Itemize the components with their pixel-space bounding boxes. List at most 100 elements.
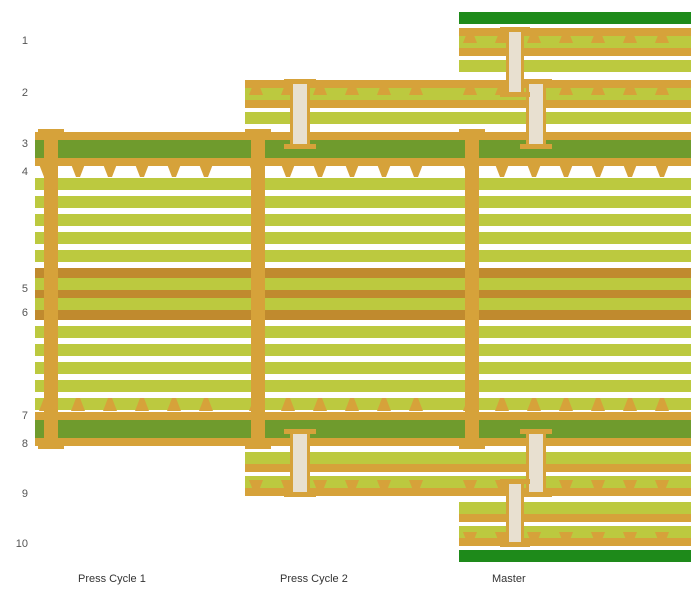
layer-copper	[35, 412, 245, 420]
copper-pad	[591, 480, 605, 493]
copper-pad	[655, 82, 669, 95]
layer-prepreg	[245, 362, 459, 374]
via-fill	[509, 482, 521, 544]
via-cap	[459, 129, 485, 134]
layer-copper_dark	[245, 290, 459, 298]
copper-pad	[409, 398, 423, 411]
layer-copper_dark	[245, 268, 459, 278]
via-cap	[500, 479, 530, 484]
layer-copper	[35, 132, 245, 140]
layer-prepreg	[245, 326, 459, 338]
copper-pad	[623, 82, 637, 95]
layer-prepreg	[459, 232, 691, 244]
copper-pad	[71, 164, 85, 177]
copper-pad	[409, 480, 423, 493]
row-label: 9	[4, 488, 28, 500]
copper-pad	[463, 480, 477, 493]
row-label: 6	[4, 307, 28, 319]
copper-pad	[495, 164, 509, 177]
layer-copper	[245, 100, 459, 108]
via-fill	[529, 432, 543, 494]
column-label: Press Cycle 1	[78, 573, 146, 585]
copper-pad	[103, 164, 117, 177]
via-cap	[520, 79, 552, 84]
layer-prepreg	[245, 250, 459, 262]
layer-copper	[245, 438, 459, 446]
layer-copper	[459, 48, 691, 56]
layer-prepreg	[245, 380, 459, 392]
copper-pad	[377, 398, 391, 411]
via-barrel	[47, 132, 55, 446]
copper-pad	[103, 398, 117, 411]
via-wall	[521, 30, 524, 94]
layer-copper	[245, 464, 459, 472]
row-label: 10	[4, 538, 28, 550]
layer-prepreg	[245, 232, 459, 244]
copper-pad	[167, 398, 181, 411]
layer-copper	[35, 438, 245, 446]
copper-pad	[345, 164, 359, 177]
layer-prepreg	[35, 214, 245, 226]
via-cap	[245, 129, 271, 134]
layer-prepreg	[35, 196, 245, 208]
copper-pad	[313, 398, 327, 411]
via-wall	[543, 82, 546, 146]
copper-pad	[281, 164, 295, 177]
copper-pad	[463, 30, 477, 43]
via-fill	[293, 82, 307, 146]
copper-pad	[591, 532, 605, 545]
via-cap	[284, 79, 316, 84]
layer-prepreg	[459, 214, 691, 226]
layer-prepreg	[459, 298, 691, 310]
via-cap	[245, 444, 271, 449]
via-cap	[520, 429, 552, 434]
layer-core_dark	[459, 140, 691, 158]
layer-prepreg	[459, 380, 691, 392]
layer-prepreg	[35, 344, 245, 356]
via-wall	[262, 132, 265, 446]
layer-copper	[245, 132, 459, 140]
via-cap	[284, 429, 316, 434]
layer-prepreg	[245, 298, 459, 310]
layer-core_dark	[245, 140, 459, 158]
via-cap	[38, 129, 64, 134]
copper-pad	[623, 532, 637, 545]
row-label: 5	[4, 283, 28, 295]
copper-pad	[623, 164, 637, 177]
row-label: 8	[4, 438, 28, 450]
layer-copper_dark	[245, 310, 459, 320]
layer-solder_green	[459, 12, 691, 24]
copper-pad	[623, 398, 637, 411]
via-cap	[459, 444, 485, 449]
row-label: 4	[4, 166, 28, 178]
layer-copper	[459, 132, 691, 140]
copper-pad	[527, 398, 541, 411]
layer-prepreg	[459, 60, 691, 72]
via-cap	[284, 492, 316, 497]
layer-copper	[459, 100, 691, 108]
row-label: 2	[4, 87, 28, 99]
layer-prepreg	[245, 196, 459, 208]
copper-pad	[591, 82, 605, 95]
row-label: 1	[4, 35, 28, 47]
via-wall	[476, 132, 479, 446]
via-wall	[521, 482, 524, 544]
copper-pad	[559, 30, 573, 43]
layer-prepreg	[35, 250, 245, 262]
column-label: Press Cycle 2	[280, 573, 348, 585]
layer-copper_dark	[35, 290, 245, 298]
copper-pad	[591, 398, 605, 411]
layer-core_dark	[35, 140, 245, 158]
copper-pad	[199, 398, 213, 411]
copper-pad	[463, 82, 477, 95]
copper-pad	[559, 480, 573, 493]
via-barrel	[254, 132, 262, 446]
copper-pad	[591, 164, 605, 177]
copper-pad	[409, 82, 423, 95]
row-label: 7	[4, 410, 28, 422]
layer-prepreg	[459, 502, 691, 514]
layer-prepreg	[459, 250, 691, 262]
layer-prepreg	[245, 178, 459, 190]
layer-prepreg	[459, 112, 691, 124]
layer-prepreg	[35, 362, 245, 374]
